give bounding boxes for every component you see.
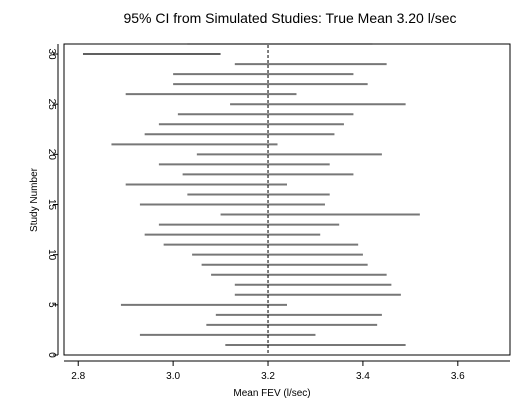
y-tick-label-25: 25: [46, 99, 57, 111]
y-tick-label-5: 5: [46, 302, 57, 308]
y-axis: 0 5 10 15 20 25 30: [46, 44, 59, 358]
x-tick-label-3.6: 3.6: [451, 371, 465, 382]
y-axis-label: Study Number: [29, 167, 40, 232]
x-tick-label-3.0: 3.0: [166, 371, 180, 382]
y-tick-label-0: 0: [46, 352, 57, 358]
y-tick-label-10: 10: [46, 249, 57, 261]
y-tick-label-30: 30: [46, 48, 57, 60]
x-tick-label-3.4: 3.4: [356, 371, 370, 382]
y-tick-label-15: 15: [46, 199, 57, 211]
x-axis: 2.8 3.0 3.2 3.4 3.6: [64, 360, 510, 382]
plot-frame: [63, 43, 511, 356]
x-tick-label-2.8: 2.8: [71, 371, 85, 382]
x-axis-label: Mean FEV (l/sec): [233, 388, 310, 399]
x-tick-label-3.2: 3.2: [261, 371, 275, 382]
y-tick-label-20: 20: [46, 149, 57, 161]
chart-title: 95% CI from Simulated Studies: True Mean…: [123, 10, 456, 26]
interval-bars: [82, 43, 420, 346]
